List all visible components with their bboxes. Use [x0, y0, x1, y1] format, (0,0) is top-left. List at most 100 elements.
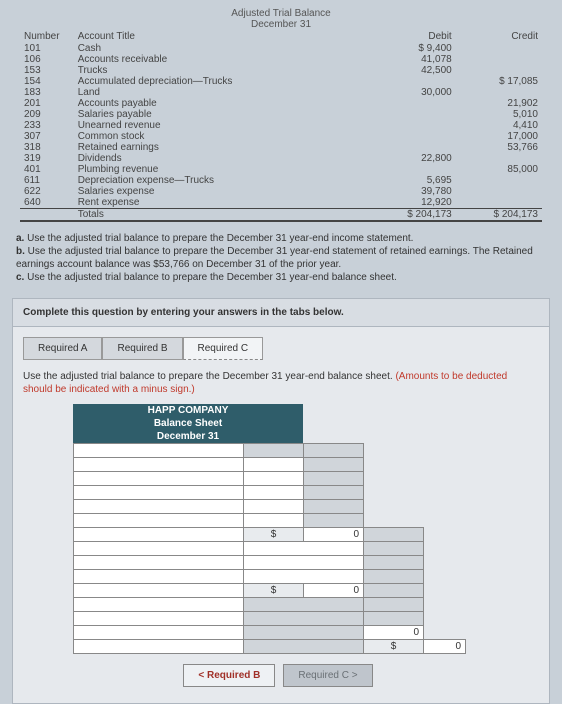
col-number: Number [20, 30, 74, 43]
tb-credit: 17,000 [456, 131, 542, 142]
tb-credit: 5,010 [456, 109, 542, 120]
bs-input[interactable] [74, 486, 244, 500]
tb-title: Accounts receivable [74, 54, 370, 65]
tb-title: Accounts payable [74, 98, 370, 109]
tab-instruction: Use the adjusted trial balance to prepar… [23, 370, 539, 396]
bs-total: 0 [304, 528, 364, 542]
instr-b-bold: b. [16, 246, 25, 257]
tb-num: 307 [20, 131, 74, 142]
bs-input[interactable] [74, 458, 244, 472]
bs-input[interactable] [244, 542, 364, 556]
tab-required-a[interactable]: Required A [23, 337, 102, 360]
bs-cell [304, 472, 364, 486]
tb-debit: 12,920 [369, 197, 455, 209]
next-button[interactable]: Required C > [283, 664, 372, 687]
bs-input[interactable] [74, 514, 244, 528]
tb-num: 622 [20, 186, 74, 197]
tb-num: 201 [20, 98, 74, 109]
instr-c: Use the adjusted trial balance to prepar… [24, 272, 396, 283]
tb-debit: 30,000 [369, 87, 455, 98]
bs-cell [304, 444, 364, 458]
tb-title: Depreciation expense—Trucks [74, 175, 370, 186]
bs-cell [364, 542, 424, 556]
bs-input[interactable] [74, 528, 244, 542]
bs-cell [244, 598, 364, 612]
balance-sheet-table: $0 $0 0 $0 [73, 443, 466, 654]
tb-debit: 39,780 [369, 186, 455, 197]
bs-input[interactable] [244, 472, 304, 486]
bs-input[interactable] [74, 584, 244, 598]
bs-cell [244, 612, 364, 626]
bs-input[interactable] [244, 486, 304, 500]
totals-label: Totals [74, 209, 370, 222]
tb-debit [369, 131, 455, 142]
tb-title: Accumulated depreciation—Trucks [74, 76, 370, 87]
tb-credit [456, 197, 542, 209]
bs-input[interactable] [74, 570, 244, 584]
bs-input[interactable] [74, 500, 244, 514]
tb-debit [369, 142, 455, 153]
bs-input[interactable] [74, 640, 244, 654]
tb-num: 101 [20, 43, 74, 54]
tab-instr-main: Use the adjusted trial balance to prepar… [23, 371, 395, 382]
dollar-sign: $ [364, 640, 424, 654]
tb-debit: $ 9,400 [369, 43, 455, 54]
bs-cell [364, 556, 424, 570]
bs-input[interactable] [74, 542, 244, 556]
bs-input[interactable] [244, 570, 364, 584]
tb-title: Common stock [74, 131, 370, 142]
tb-num: 401 [20, 164, 74, 175]
dollar-sign: $ [244, 528, 304, 542]
tb-debit: 5,695 [369, 175, 455, 186]
bs-input[interactable] [244, 556, 364, 570]
tb-title: Cash [74, 43, 370, 54]
tb-debit [369, 98, 455, 109]
tb-num: 209 [20, 109, 74, 120]
tb-num: 319 [20, 153, 74, 164]
tb-debit: 42,500 [369, 65, 455, 76]
tb-credit [456, 43, 542, 54]
bs-input[interactable] [244, 458, 304, 472]
tb-title: Retained earnings [74, 142, 370, 153]
tb-credit: 53,766 [456, 142, 542, 153]
balance-sheet-header: HAPP COMPANY Balance Sheet December 31 [73, 404, 303, 443]
bs-input[interactable] [244, 514, 304, 528]
bs-cell [304, 514, 364, 528]
tb-debit [369, 164, 455, 175]
bs-input[interactable] [74, 626, 244, 640]
tb-title-2: December 31 [20, 19, 542, 30]
prev-button[interactable]: < Required B [183, 664, 275, 687]
bs-input[interactable] [74, 472, 244, 486]
tb-credit [456, 54, 542, 65]
bs-cell [304, 500, 364, 514]
bs-cell [244, 626, 364, 640]
complete-instruction: Complete this question by entering your … [12, 298, 550, 327]
bs-input[interactable] [74, 612, 244, 626]
bs-cell [244, 640, 364, 654]
bs-cell [364, 598, 424, 612]
instructions: a. Use the adjusted trial balance to pre… [0, 226, 562, 290]
tb-title: Land [74, 87, 370, 98]
bs-cell [244, 444, 304, 458]
tab-required-b[interactable]: Required B [102, 337, 182, 360]
tb-num: 318 [20, 142, 74, 153]
col-credit: Credit [456, 30, 542, 43]
bs-input[interactable] [74, 556, 244, 570]
instr-a: Use the adjusted trial balance to prepar… [24, 233, 413, 244]
instr-b: Use the adjusted trial balance to prepar… [16, 246, 533, 270]
tb-debit [369, 120, 455, 131]
sheet-company: HAPP COMPANY [73, 404, 303, 417]
tb-debit [369, 109, 455, 120]
col-account: Account Title [74, 30, 370, 43]
tb-debit: 22,800 [369, 153, 455, 164]
nav-buttons: < Required B Required C > [123, 664, 433, 687]
tb-num: 183 [20, 87, 74, 98]
sheet-title: Balance Sheet [73, 417, 303, 430]
tb-debit [369, 76, 455, 87]
tb-title: Rent expense [74, 197, 370, 209]
bs-cell [364, 528, 424, 542]
bs-input[interactable] [74, 598, 244, 612]
bs-input[interactable] [74, 444, 244, 458]
bs-input[interactable] [244, 500, 304, 514]
tab-required-c[interactable]: Required C [183, 337, 264, 360]
